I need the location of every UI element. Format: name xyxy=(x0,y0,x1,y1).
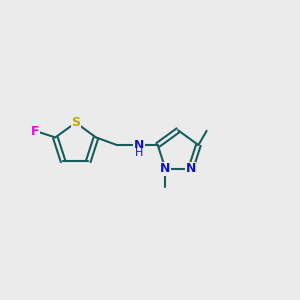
Text: S: S xyxy=(71,116,80,129)
Text: N: N xyxy=(185,163,196,176)
Text: N: N xyxy=(160,163,171,176)
Text: H: H xyxy=(135,148,143,158)
Text: N: N xyxy=(134,139,145,152)
Text: F: F xyxy=(31,124,40,137)
